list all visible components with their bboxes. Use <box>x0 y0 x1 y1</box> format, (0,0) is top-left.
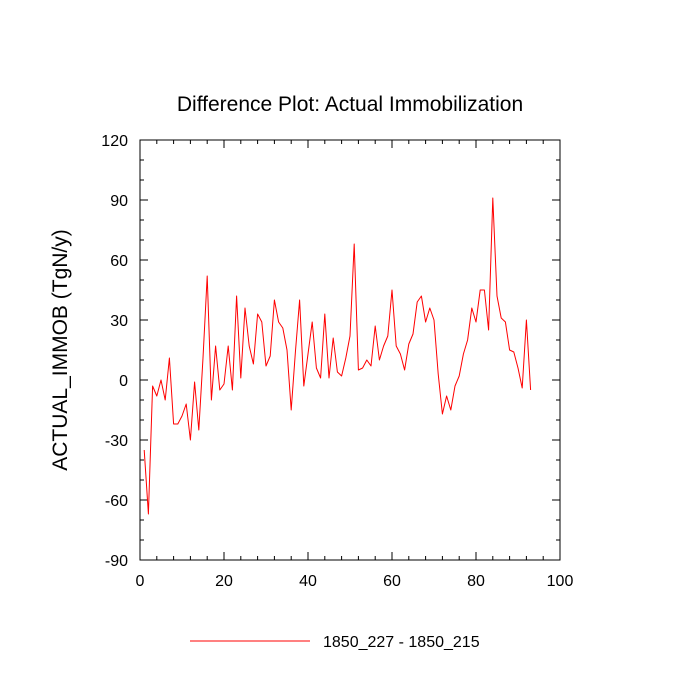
axis-ticks <box>139 139 561 561</box>
x-tick-label: 40 <box>299 573 317 590</box>
x-tick-label: 0 <box>136 573 145 590</box>
y-axis-label: ACTUAL_IMMOB (TgN/y) <box>49 229 72 471</box>
chart-title: Difference Plot: Actual Immobilization <box>177 93 523 116</box>
legend: 1850_227 - 1850_215 <box>190 634 480 651</box>
y-tick-label: -90 <box>105 553 128 570</box>
y-tick-label: 60 <box>110 253 128 270</box>
data-series <box>143 197 532 515</box>
y-tick-label: 90 <box>110 193 128 210</box>
y-tick-label: 30 <box>110 313 128 330</box>
plot-frame <box>139 139 561 561</box>
y-tick-label: -60 <box>105 493 128 510</box>
x-tick-label: 20 <box>215 573 233 590</box>
y-tick-label: 0 <box>119 373 128 390</box>
legend-label: 1850_227 - 1850_215 <box>323 634 480 651</box>
x-tick-label: 60 <box>383 573 401 590</box>
axis-tick-labels: 0 20 40 60 80 100 -90 -60 -30 0 30 60 90 120 <box>101 133 573 590</box>
y-tick-label: -30 <box>105 433 128 450</box>
series-line <box>143 197 532 515</box>
y-tick-label: 120 <box>101 133 128 150</box>
x-tick-label: 80 <box>467 573 485 590</box>
x-tick-label: 100 <box>547 573 574 590</box>
